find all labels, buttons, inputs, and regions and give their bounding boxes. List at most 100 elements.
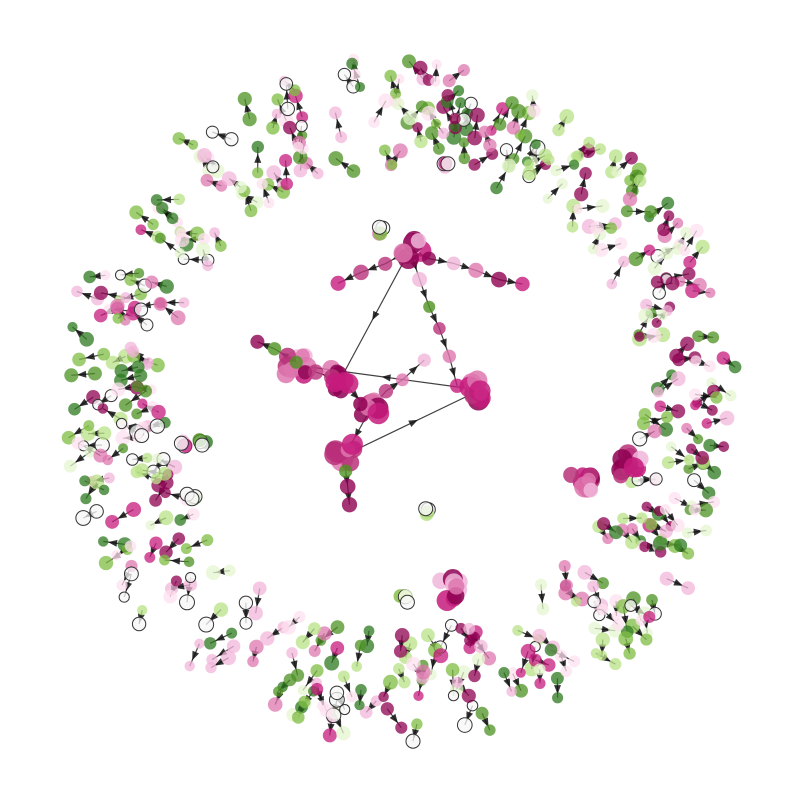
node <box>330 641 345 655</box>
node <box>98 536 109 547</box>
node <box>249 639 264 655</box>
node <box>319 703 334 718</box>
node <box>405 733 421 749</box>
node <box>463 622 476 635</box>
node <box>707 465 722 480</box>
edge-arrow <box>130 393 141 402</box>
edge-arrow <box>77 370 87 378</box>
node <box>659 524 673 539</box>
node <box>139 384 153 398</box>
node <box>496 102 509 115</box>
node <box>351 661 363 672</box>
node <box>67 321 78 333</box>
node <box>354 81 366 93</box>
node <box>421 251 437 266</box>
node <box>595 632 610 647</box>
node <box>353 396 368 412</box>
edge-arrow <box>561 165 571 172</box>
node <box>126 453 139 466</box>
edge-arrow <box>460 144 468 154</box>
node <box>378 384 394 399</box>
edge-arrow <box>81 293 92 300</box>
edge-arrow <box>579 177 587 188</box>
edge-arrow <box>650 527 660 538</box>
node <box>636 416 651 431</box>
edge-arrow <box>216 133 226 140</box>
node <box>542 153 555 166</box>
node <box>449 121 461 133</box>
node <box>680 336 695 351</box>
node <box>98 555 114 571</box>
node <box>133 302 149 317</box>
node <box>570 150 582 162</box>
node <box>205 565 221 581</box>
edge-arrow <box>189 256 199 264</box>
edge-arrow <box>78 398 89 407</box>
node <box>457 64 470 77</box>
node <box>467 130 483 146</box>
node <box>194 638 205 649</box>
node <box>172 532 186 545</box>
node <box>399 594 415 610</box>
edge-arrow <box>408 365 418 375</box>
node <box>120 292 132 304</box>
edge-arrow <box>430 658 438 669</box>
node <box>354 639 367 652</box>
node <box>147 218 159 231</box>
node <box>590 648 602 659</box>
node <box>126 502 142 517</box>
node <box>283 120 297 135</box>
edge-arrow <box>429 313 437 324</box>
node <box>226 627 238 639</box>
edge-arrow <box>569 210 577 220</box>
edge-arrow <box>586 204 597 212</box>
node <box>116 579 128 591</box>
node <box>295 635 310 650</box>
node <box>115 417 128 430</box>
node <box>84 446 96 458</box>
node <box>336 725 351 741</box>
node <box>158 510 174 526</box>
node <box>568 655 581 668</box>
node <box>430 118 442 129</box>
node <box>656 309 668 321</box>
node <box>142 452 153 464</box>
node <box>174 514 187 526</box>
node <box>183 556 195 568</box>
node <box>103 472 115 484</box>
node <box>710 391 723 404</box>
node <box>118 398 133 412</box>
node <box>135 224 147 236</box>
node <box>197 232 210 246</box>
node <box>458 137 470 148</box>
node <box>346 164 361 178</box>
node <box>170 575 182 587</box>
node <box>441 89 455 102</box>
node <box>716 351 730 365</box>
node <box>587 243 599 255</box>
node <box>534 578 548 591</box>
node <box>415 664 431 680</box>
edge-arrow <box>117 511 128 519</box>
edge-arrow <box>498 172 506 182</box>
node <box>660 246 674 260</box>
node <box>317 626 332 641</box>
node <box>293 163 308 178</box>
node <box>271 108 282 119</box>
node <box>552 123 565 137</box>
node <box>131 616 147 632</box>
node <box>322 728 337 743</box>
node <box>71 436 85 450</box>
node <box>79 332 94 347</box>
edge-arrow <box>75 329 85 338</box>
node <box>647 424 662 439</box>
node <box>456 717 473 733</box>
edge-arrow <box>550 186 560 196</box>
edge-arrow <box>605 612 615 622</box>
edge-arrow <box>143 230 154 238</box>
node <box>431 59 442 70</box>
edge-arrow <box>460 262 471 270</box>
node <box>328 151 344 166</box>
node <box>658 422 673 437</box>
edge-arrow <box>191 540 201 547</box>
